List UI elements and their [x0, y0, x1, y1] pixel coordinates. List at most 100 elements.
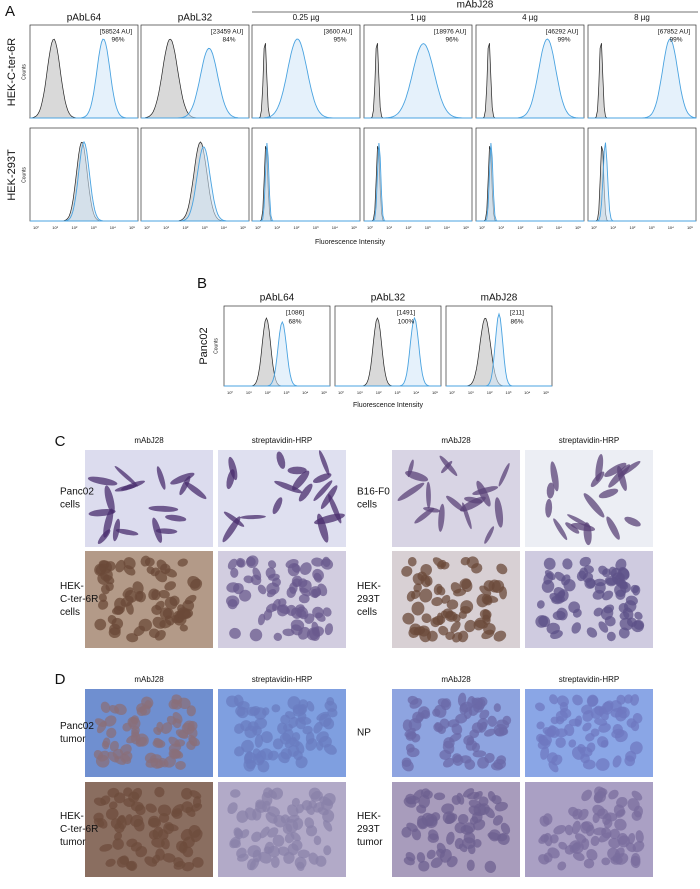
- cell: [122, 587, 134, 598]
- cell: [450, 621, 461, 633]
- cell: [287, 563, 300, 577]
- column-header: streptavidin-HRP: [559, 675, 619, 684]
- row-label: B16-F0: [357, 487, 390, 498]
- cell: [236, 847, 247, 859]
- cell: [549, 694, 559, 705]
- cell: [166, 715, 177, 725]
- cell: [287, 804, 299, 817]
- x-tick-label: 10³: [649, 225, 655, 230]
- cell: [457, 813, 469, 825]
- cell: [616, 796, 628, 808]
- cell: [98, 593, 107, 602]
- cell: [418, 794, 431, 809]
- cell: [144, 856, 158, 867]
- x-tick-label: 10⁴: [413, 390, 419, 395]
- cell: [584, 577, 596, 589]
- cell: [181, 801, 194, 814]
- x-tick-label: 10²: [294, 225, 300, 230]
- cell: [583, 493, 605, 518]
- row-label: cells: [357, 607, 377, 618]
- cell: [423, 507, 441, 513]
- cell: [625, 595, 638, 606]
- mfi-annotation: [58524 AU]: [100, 29, 132, 36]
- cell: [105, 561, 116, 572]
- cell: [473, 839, 482, 848]
- cell: [322, 809, 335, 823]
- cell: [609, 828, 620, 840]
- cell: [284, 832, 295, 844]
- cell: [540, 746, 550, 760]
- column-header: pAbL32: [371, 293, 406, 304]
- cell: [618, 460, 641, 477]
- cell: [557, 861, 567, 871]
- cell: [229, 627, 241, 639]
- cell: [107, 787, 120, 798]
- cell: [291, 839, 303, 851]
- x-tick-label: 10²: [376, 390, 382, 395]
- column-header: 4 µg: [522, 13, 538, 22]
- cell: [632, 585, 641, 596]
- cell: [534, 702, 545, 712]
- cell: [452, 753, 462, 763]
- cell: [153, 726, 162, 735]
- row-label: HEK-: [357, 811, 381, 822]
- cell: [446, 831, 455, 845]
- cell: [488, 829, 501, 842]
- cell: [310, 588, 319, 599]
- cell: [105, 807, 119, 820]
- cell: [441, 803, 455, 814]
- cell: [280, 714, 291, 725]
- cell: [187, 720, 198, 731]
- cell: [496, 563, 508, 575]
- cell: [106, 727, 117, 739]
- cell: [562, 558, 573, 570]
- cell: [316, 711, 329, 721]
- row-label: cells: [357, 500, 377, 511]
- cell: [593, 827, 607, 836]
- cell: [313, 480, 333, 502]
- cell: [567, 514, 591, 528]
- cell: [406, 822, 418, 833]
- percent-annotation: 99%: [669, 37, 682, 44]
- cell: [484, 860, 497, 873]
- x-tick-label: 10³: [284, 390, 290, 395]
- column-header: 8 µg: [634, 13, 650, 22]
- cell: [467, 791, 480, 800]
- cell: [298, 483, 313, 502]
- cell: [627, 832, 636, 845]
- cell: [554, 571, 566, 582]
- cell: [419, 588, 433, 603]
- cell: [313, 721, 323, 734]
- mfi-annotation: [67852 AU]: [658, 29, 690, 36]
- histogram-frame: [475, 24, 585, 119]
- cell: [535, 615, 549, 628]
- cell: [484, 595, 499, 603]
- cell: [100, 701, 111, 714]
- cell: [323, 845, 332, 856]
- cell: [105, 858, 116, 867]
- cell: [437, 698, 451, 708]
- cell: [162, 853, 176, 863]
- cell: [190, 578, 203, 591]
- cell: [481, 629, 495, 640]
- column-header: streptavidin-HRP: [252, 436, 312, 445]
- cell: [252, 753, 265, 766]
- cell: [258, 851, 272, 864]
- stained-histogram: [30, 140, 138, 222]
- cell: [631, 620, 644, 633]
- cell: [585, 824, 595, 837]
- cell: [491, 580, 505, 593]
- cell: [471, 697, 482, 710]
- cell: [312, 473, 332, 484]
- cell: [104, 715, 117, 727]
- cell: [581, 704, 593, 715]
- row-label: C-ter-6R: [60, 824, 98, 835]
- cell: [171, 749, 184, 759]
- cell: [630, 855, 641, 869]
- cell: [315, 855, 327, 867]
- mfi-annotation: [211]: [510, 310, 524, 317]
- cell: [433, 583, 443, 595]
- cell: [293, 750, 303, 761]
- cell: [101, 740, 110, 750]
- cell: [479, 709, 490, 720]
